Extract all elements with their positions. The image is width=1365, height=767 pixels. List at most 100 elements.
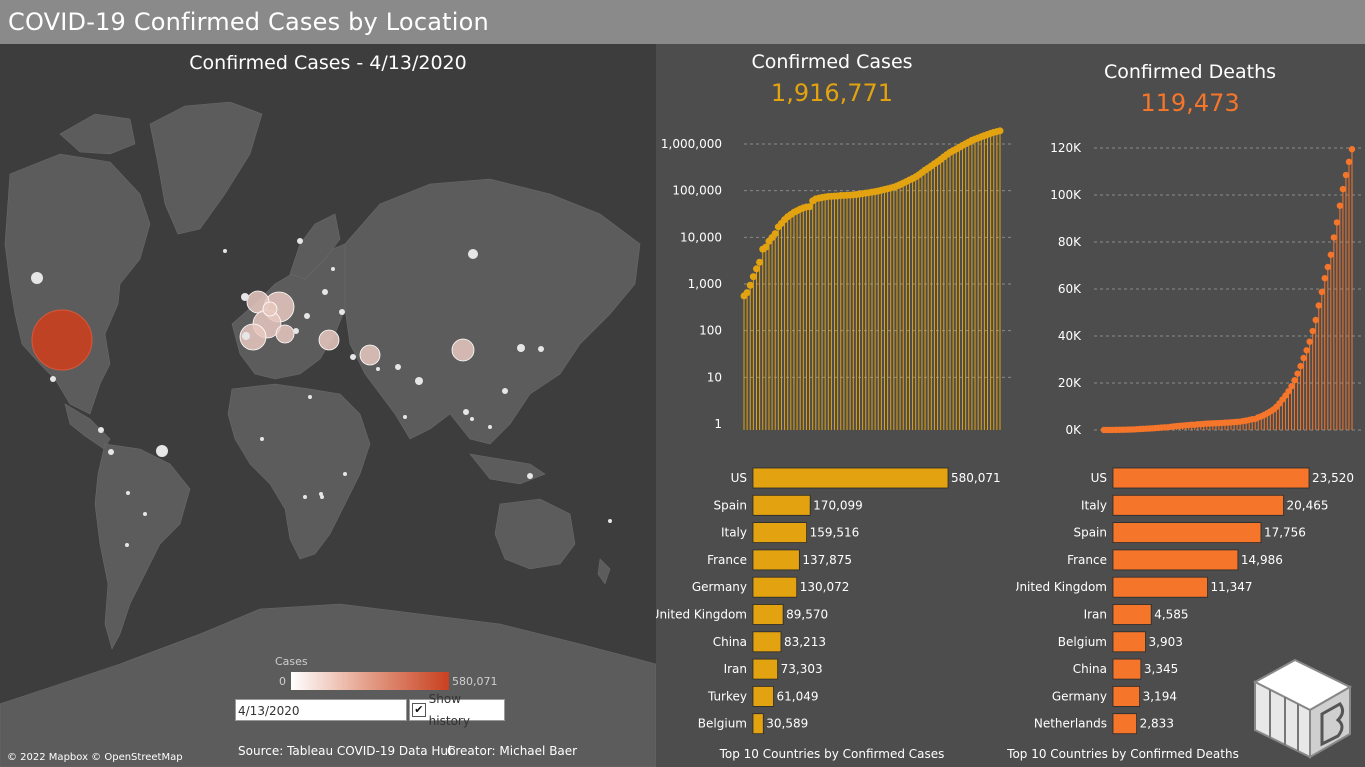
cases-point[interactable]: [771, 230, 779, 238]
deaths-point[interactable]: [1288, 383, 1295, 390]
cases-y-tick-label: 1: [714, 417, 722, 431]
show-history-checkbox[interactable]: ✔: [412, 703, 426, 717]
deaths-point[interactable]: [1315, 302, 1322, 309]
cases-bar[interactable]: [752, 467, 949, 489]
cases-point[interactable]: [752, 265, 760, 273]
cases-point[interactable]: [806, 203, 814, 211]
south-america-shape: [94, 443, 191, 650]
deaths-point[interactable]: [1306, 338, 1313, 345]
australia-shape: [494, 498, 576, 570]
deaths-bar[interactable]: [1112, 658, 1142, 680]
cases-point[interactable]: [749, 273, 757, 281]
deaths-point[interactable]: [1330, 234, 1338, 241]
deaths-timeline-chart[interactable]: 0K 20K 40K 60K 80K 100K 120K: [1016, 120, 1365, 440]
show-history-toggle[interactable]: ✔ Show history: [409, 692, 505, 728]
map-bubble-turkey: [318, 329, 340, 351]
deaths-bar-caption: Top 10 Countries by Confirmed Deaths: [1007, 747, 1239, 761]
cases-bar[interactable]: [752, 494, 811, 516]
cases-bar[interactable]: [752, 713, 764, 735]
cases-point[interactable]: [756, 258, 764, 266]
deaths-y-tick-label: 80K: [1058, 235, 1082, 249]
deaths-y-tick-label: 40K: [1058, 329, 1082, 343]
cases-value-label: 580,071: [951, 471, 1001, 485]
deaths-point[interactable]: [1339, 185, 1347, 193]
source-credit: Source: Tableau COVID-19 Data Hub: [238, 744, 456, 758]
cases-point[interactable]: [746, 281, 754, 289]
cases-bar[interactable]: [752, 685, 774, 707]
deaths-point[interactable]: [1285, 388, 1292, 395]
deaths-point[interactable]: [1300, 354, 1307, 362]
deaths-category-label: US: [1091, 471, 1107, 485]
cases-top10-bar-chart[interactable]: US 580,071 Spain 170,099 Italy 159,516 France 1…: [656, 462, 1016, 742]
cases-category-label: US: [731, 471, 747, 485]
deaths-bar[interactable]: [1112, 494, 1284, 516]
deaths-point[interactable]: [1312, 316, 1319, 324]
deaths-point[interactable]: [1324, 263, 1332, 271]
deaths-point[interactable]: [1297, 362, 1304, 370]
deaths-point[interactable]: [1348, 146, 1356, 153]
deaths-point[interactable]: [1303, 347, 1310, 354]
cases-category-label: Italy: [721, 526, 747, 540]
deaths-value-label: 11,347: [1211, 580, 1253, 594]
cases-bar[interactable]: [752, 631, 782, 653]
cases-point[interactable]: [996, 127, 1004, 135]
deaths-bar[interactable]: [1112, 467, 1310, 489]
deaths-point[interactable]: [1333, 219, 1341, 226]
deaths-kpi-label: Confirmed Deaths: [1103, 61, 1277, 83]
cases-bar[interactable]: [752, 604, 784, 625]
cases-point[interactable]: [762, 243, 770, 251]
deaths-point[interactable]: [1321, 274, 1328, 282]
deaths-point[interactable]: [1318, 288, 1325, 296]
cases-bar[interactable]: [752, 549, 800, 571]
deaths-bar[interactable]: [1112, 631, 1146, 653]
cases-category-label: Turkey: [707, 689, 747, 703]
map-title: Confirmed Cases - 4/13/2020: [189, 52, 467, 74]
creator-credit: Creator: Michael Baer: [447, 744, 578, 758]
deaths-point[interactable]: [1336, 202, 1344, 209]
deaths-bar[interactable]: [1112, 576, 1208, 598]
legend-title: Cases: [275, 655, 308, 668]
deaths-y-tick-label: 0K: [1065, 423, 1082, 437]
deaths-point[interactable]: [1327, 251, 1335, 258]
legend-max-label: 580,071: [452, 675, 498, 688]
map-bubbles-europe[interactable]: [239, 290, 475, 366]
cases-bar[interactable]: [752, 522, 808, 543]
map-panel[interactable]: Confirmed Cases - 4/13/2020 Cases 0 580,…: [0, 44, 656, 767]
cases-bar-caption: Top 10 Countries by Confirmed Cases: [719, 747, 945, 761]
new-zealand-shape: [597, 558, 611, 585]
deaths-bar[interactable]: [1112, 685, 1141, 707]
deaths-point[interactable]: [1294, 370, 1301, 377]
deaths-value-label: 2,833: [1140, 717, 1174, 731]
cases-timeline-chart[interactable]: 1 10 100 1,000 10,000 100,000 1,000,000: [656, 120, 1016, 440]
deaths-bar[interactable]: [1112, 604, 1152, 625]
deaths-bar[interactable]: [1112, 522, 1262, 543]
map-bubble-us[interactable]: [31, 309, 93, 371]
deaths-bar[interactable]: [1112, 713, 1138, 735]
deaths-point[interactable]: [1345, 158, 1353, 166]
deaths-bar[interactable]: [1112, 549, 1239, 571]
map-small-bubbles[interactable]: [31, 238, 612, 547]
deaths-point[interactable]: [1291, 377, 1298, 384]
arctic-islands-shape: [59, 113, 136, 155]
date-filter-input[interactable]: 4/13/2020: [235, 699, 407, 721]
cases-value-label: 170,099: [813, 498, 863, 512]
cases-y-tick-label: 10,000: [680, 230, 722, 244]
cases-y-tick-label: 100: [699, 324, 722, 338]
deaths-top10-bar-chart[interactable]: US 23,520 Italy 20,465 Spain 17,756 France 14,9…: [1016, 462, 1365, 742]
cases-bar[interactable]: [752, 576, 798, 598]
deaths-point[interactable]: [1342, 171, 1350, 179]
greenland-shape: [149, 101, 263, 235]
deaths-category-label: Germany: [1052, 689, 1107, 703]
africa-shape: [227, 383, 371, 560]
map-bubble-iran: [359, 344, 381, 366]
deaths-value-label: 3,903: [1149, 635, 1183, 649]
world-map[interactable]: [0, 44, 656, 767]
cases-point[interactable]: [743, 289, 751, 297]
deaths-value-label: 14,986: [1241, 553, 1283, 567]
cases-y-tick-label: 10: [707, 370, 722, 384]
deaths-category-label: Netherlands: [1034, 717, 1107, 731]
deaths-y-tick-label: 120K: [1050, 141, 1082, 155]
deaths-point[interactable]: [1309, 327, 1316, 335]
cases-bar[interactable]: [752, 658, 779, 680]
cases-category-label: China: [713, 635, 747, 649]
